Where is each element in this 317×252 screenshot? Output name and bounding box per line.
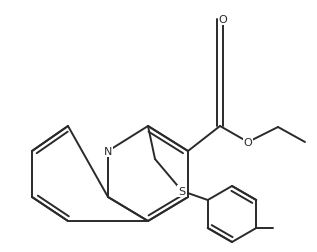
- Text: S: S: [178, 186, 185, 196]
- Text: O: O: [244, 137, 252, 147]
- Text: N: N: [104, 146, 112, 156]
- Text: O: O: [219, 15, 227, 25]
